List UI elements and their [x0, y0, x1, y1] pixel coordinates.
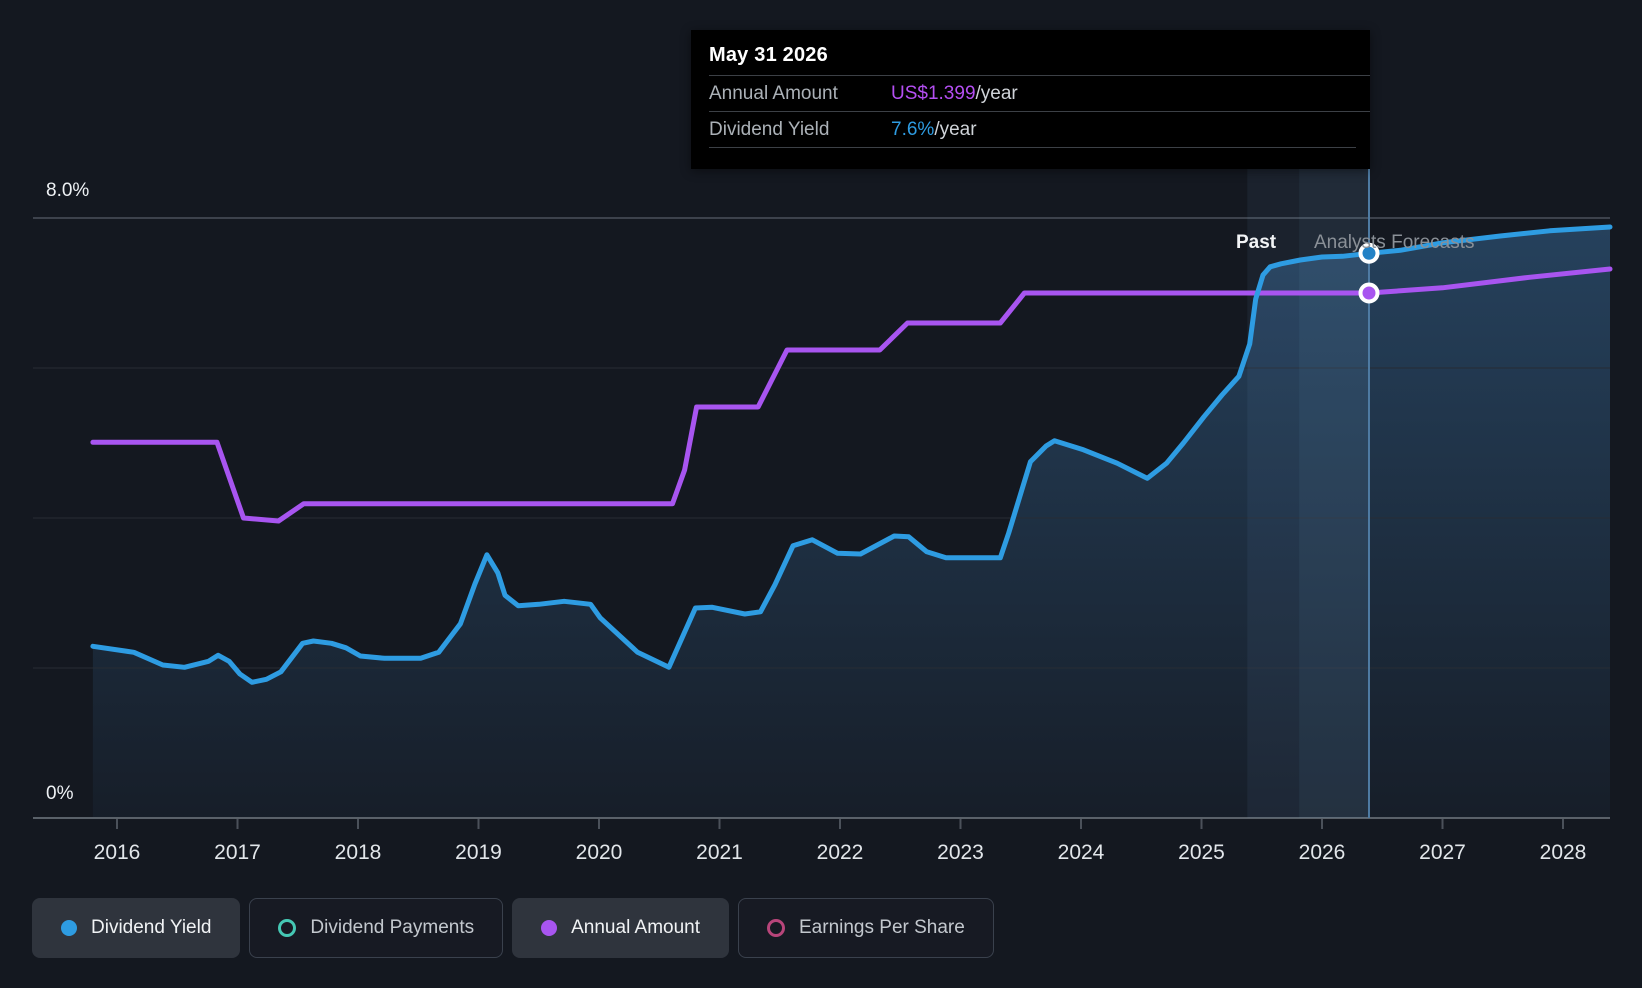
- tooltip-date: May 31 2026: [709, 44, 828, 66]
- year-label-2016: 2016: [93, 841, 141, 864]
- year-label-2026: 2026: [1298, 841, 1346, 864]
- gridlines: [33, 217, 1610, 819]
- legend-dividend-yield[interactable]: Dividend Yield: [32, 898, 241, 958]
- legend-label: Dividend Yield: [91, 917, 212, 938]
- dividend-payments-ring-icon: [278, 919, 297, 937]
- tooltip-divider: [709, 75, 1370, 76]
- tooltip-label: Dividend Yield: [709, 118, 830, 140]
- earnings-per-share-ring-icon: [767, 919, 785, 937]
- year-label-2023: 2023: [937, 841, 984, 864]
- dividend-yield-cursor-marker: [1358, 242, 1380, 264]
- past-region-label: Past: [1236, 232, 1277, 253]
- tooltip-value-suffix: /year: [975, 82, 1018, 104]
- year-label-2018: 2018: [334, 841, 382, 864]
- legend: Dividend Yield Dividend Payments Annual Am…: [32, 898, 994, 958]
- year-label-2027: 2027: [1419, 841, 1466, 864]
- year-label-2019: 2019: [455, 841, 502, 864]
- year-label-2017: 2017: [214, 841, 261, 864]
- axis-ticks: [116, 819, 1564, 829]
- year-label-2020: 2020: [575, 841, 623, 864]
- dividend-yield-dot-icon: [61, 920, 77, 936]
- forecast-transition-band: [1247, 169, 1300, 818]
- dividend-yield-line: [90, 224, 1613, 685]
- legend-annual-amount[interactable]: Annual Amount: [512, 898, 729, 958]
- year-label-2024: 2024: [1057, 841, 1105, 864]
- tooltip-value: 7.6%: [891, 118, 935, 140]
- legend-label: Earnings Per Share: [799, 917, 965, 938]
- y-axis-bottom-label: 0%: [46, 783, 74, 804]
- year-label-2022: 2022: [816, 841, 864, 864]
- year-label-2025: 2025: [1178, 841, 1225, 864]
- analysts-forecasts-label: Analysts Forecasts: [1314, 232, 1475, 253]
- tooltip: May 31 2026 Annual Amount US$1.399/year …: [691, 30, 1370, 169]
- legend-label: Dividend Payments: [310, 917, 475, 938]
- legend-label: Annual Amount: [571, 917, 700, 938]
- annual-amount-cursor-marker: [1358, 282, 1380, 304]
- y-axis-top-label: 8.0%: [46, 180, 90, 201]
- tooltip-row-annual-amount: Annual Amount US$1.399/year: [691, 76, 1370, 111]
- tooltip-value-suffix: /year: [934, 118, 977, 140]
- tooltip-divider: [709, 147, 1356, 148]
- legend-dividend-payments[interactable]: Dividend Payments: [249, 898, 504, 958]
- year-label-2021: 2021: [696, 841, 743, 864]
- tooltip-value: US$1.399: [891, 82, 976, 104]
- legend-earnings-per-share[interactable]: Earnings Per Share: [738, 898, 994, 958]
- hover-highlight-band: [1299, 169, 1369, 818]
- dividend-yield-area: [92, 227, 1610, 818]
- annual-amount-dot-icon: [541, 920, 558, 936]
- year-label-2028: 2028: [1539, 841, 1587, 864]
- tooltip-label: Annual Amount: [709, 82, 838, 104]
- tooltip-row-dividend-yield: Dividend Yield 7.6%/year: [691, 112, 1370, 147]
- tooltip-divider: [709, 111, 1370, 112]
